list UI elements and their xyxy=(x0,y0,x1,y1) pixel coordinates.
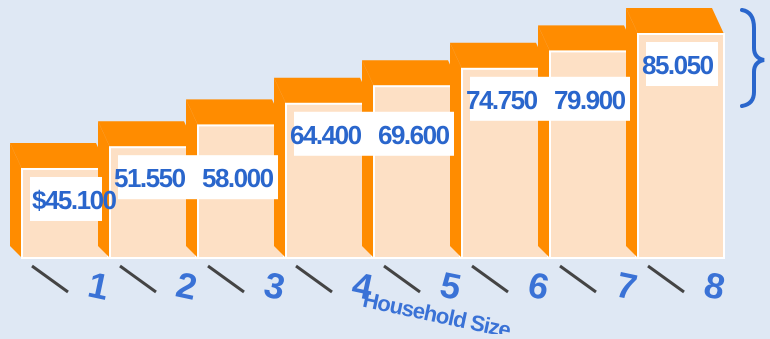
value-label-box xyxy=(294,111,454,156)
bar-top xyxy=(538,25,636,52)
bar-side xyxy=(538,25,550,259)
bar-top xyxy=(362,60,460,87)
axis-tick xyxy=(119,264,157,294)
bar-side xyxy=(450,42,462,259)
axis-tick xyxy=(647,264,685,294)
category-label: 5 xyxy=(437,264,465,308)
category-label: 2 xyxy=(173,264,201,308)
value-label: 51.550 xyxy=(114,163,186,193)
bar-top xyxy=(10,142,108,169)
curly-brace-icon xyxy=(740,8,765,108)
bar-side xyxy=(10,142,22,258)
x-axis-title: Household Size xyxy=(361,287,513,334)
bar-top xyxy=(98,121,196,148)
value-label: 74.750 xyxy=(466,85,538,115)
axis-tick xyxy=(207,264,245,294)
value-label-box xyxy=(118,155,278,200)
bar-top xyxy=(450,42,548,69)
category-label: 3 xyxy=(261,264,289,308)
value-label: 58.000 xyxy=(202,163,274,193)
value-label-box xyxy=(30,176,102,221)
bar-top xyxy=(186,99,284,126)
bar-side xyxy=(274,77,286,258)
value-label-box xyxy=(646,42,718,86)
category-label: 6 xyxy=(525,264,553,308)
bar-top xyxy=(626,8,724,34)
value-label: $45.100 xyxy=(32,185,117,215)
category-label: 1 xyxy=(85,264,113,308)
value-label: 79.900 xyxy=(554,85,626,115)
value-label: 64.400 xyxy=(290,120,362,150)
category-label: 7 xyxy=(613,264,641,308)
axis-tick xyxy=(31,264,69,294)
bar-side xyxy=(362,60,374,259)
category-label: 8 xyxy=(701,264,729,308)
bar-side xyxy=(98,121,110,258)
axis-tick xyxy=(559,264,597,294)
value-label-box xyxy=(470,76,630,121)
bar-top xyxy=(274,77,372,104)
value-label: 69.600 xyxy=(378,120,450,150)
value-label: 85.050 xyxy=(642,50,714,80)
axis-tick xyxy=(295,264,333,294)
bar-side xyxy=(626,8,638,258)
axis-tick xyxy=(383,264,421,294)
axis-tick xyxy=(471,264,509,294)
